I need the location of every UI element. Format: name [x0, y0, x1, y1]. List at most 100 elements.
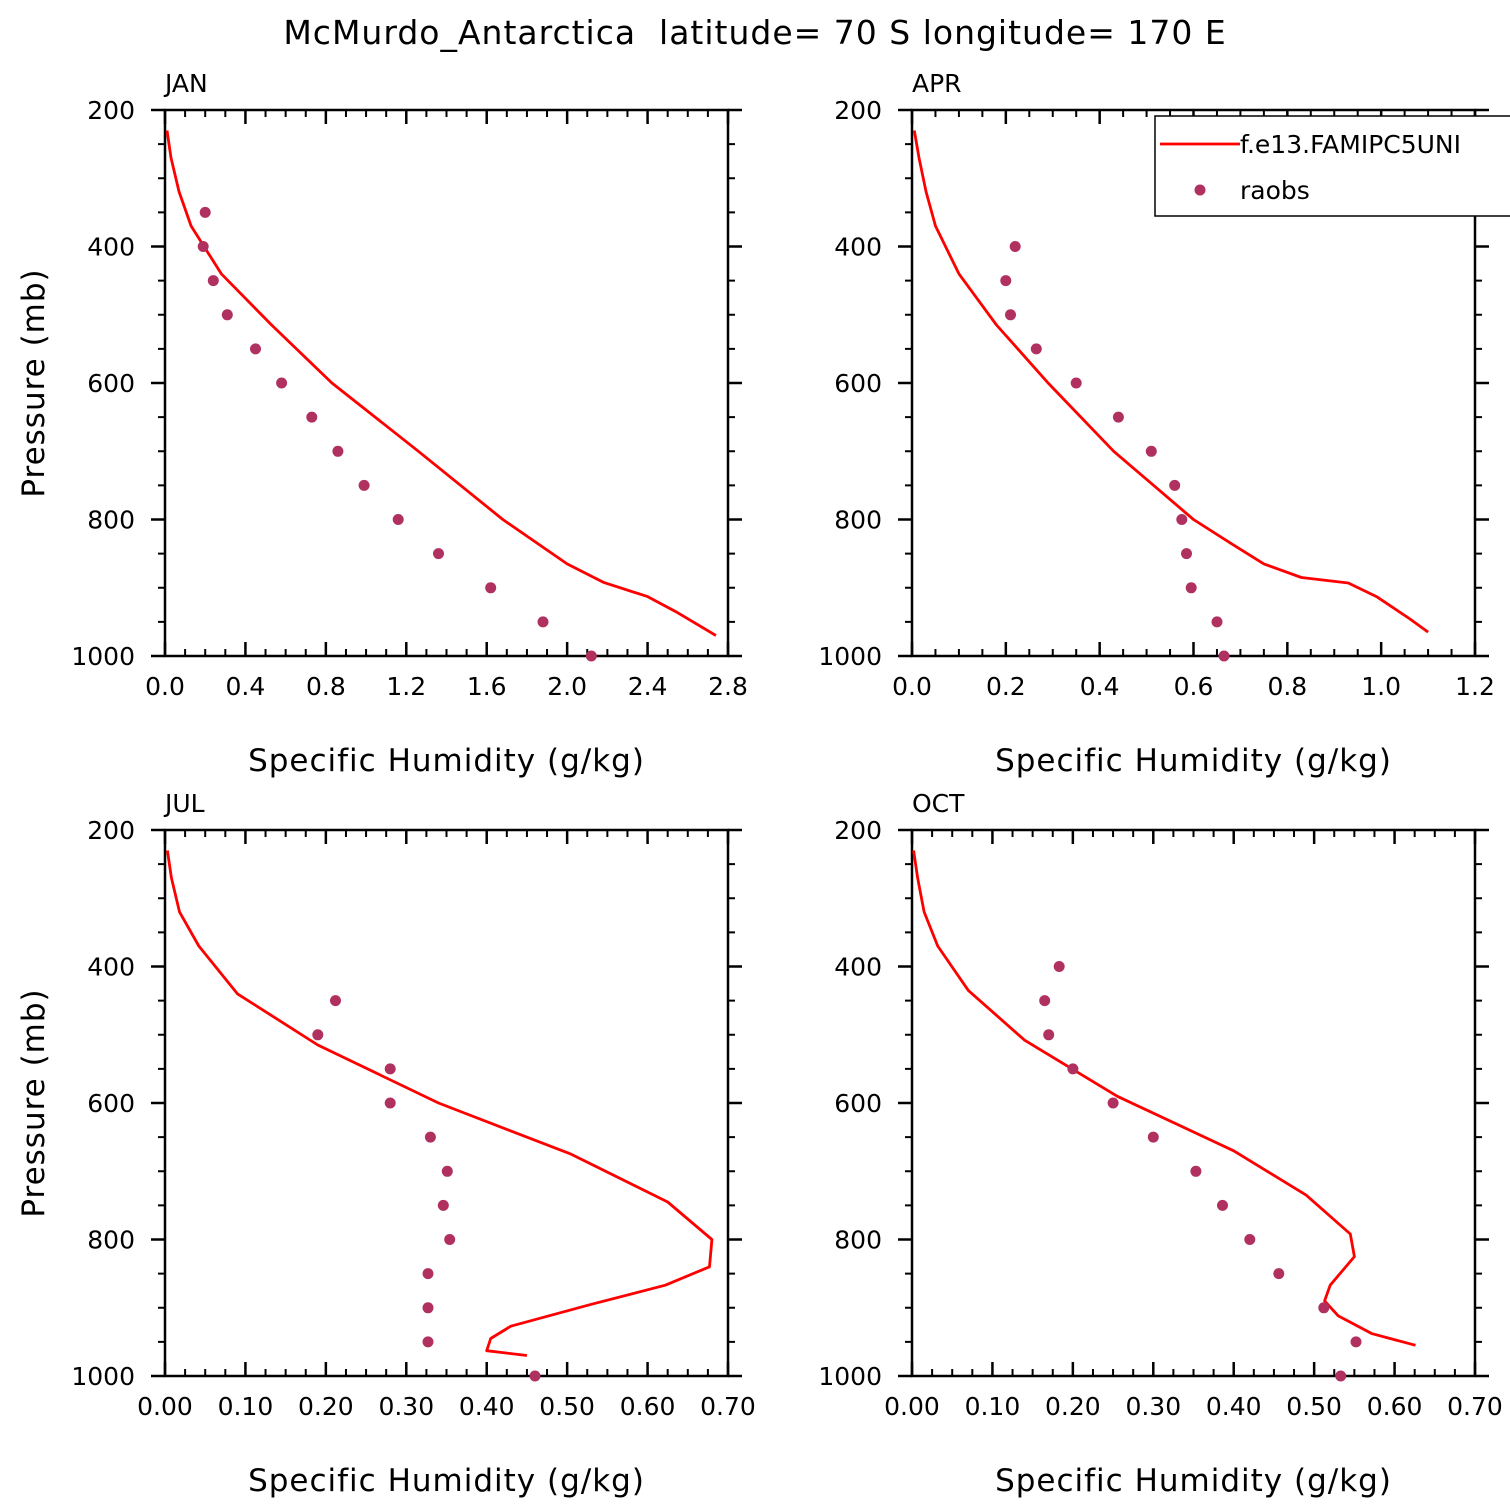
raobs-point-jul [422, 1268, 434, 1280]
legend: f.e13.FAMIPC5UNI raobs [1154, 115, 1510, 217]
x-tick-label: 0.4 [226, 672, 266, 701]
model-line-jan [165, 130, 717, 637]
raobs-point-oct [1107, 1097, 1119, 1109]
figure-title: McMurdo_Antarctica latitude= 70 S longit… [283, 13, 1226, 52]
raobs-point-jan [392, 514, 404, 525]
y-axis-label-jul: Pressure (mb) [16, 988, 52, 1217]
x-tick-label: 0.0 [145, 672, 185, 701]
raobs-point-jul [437, 1199, 449, 1211]
y-tick-label: 800 [834, 506, 882, 535]
legend-model-label: f.e13.FAMIPC5UNI [1240, 130, 1461, 159]
raobs-point-jan [276, 377, 288, 389]
raobs-point-oct [1039, 995, 1051, 1007]
y-tick-label: 400 [87, 233, 135, 262]
raobs-point-oct [1217, 1199, 1228, 1211]
y-tick-label: 600 [834, 1089, 882, 1118]
raobs-point-jul [441, 1165, 453, 1177]
model-line-oct [912, 850, 1416, 1347]
x-tick-label: 0.8 [306, 672, 346, 701]
raobs-point-jan [199, 206, 211, 218]
y-tick-label: 800 [87, 1226, 135, 1255]
y-tick-label: 600 [87, 369, 135, 398]
x-tick-label: 0.40 [1206, 1392, 1262, 1421]
x-tick-label: 0.2 [986, 672, 1026, 701]
x-tick-label: 2.8 [708, 672, 748, 701]
x-tick-label: 0.70 [700, 1392, 756, 1421]
x-tick-label: 0.10 [965, 1392, 1021, 1421]
raobs-point-oct [1053, 961, 1065, 972]
raobs-point-jul [384, 1063, 396, 1075]
y-tick-label: 1000 [818, 1362, 882, 1391]
y-tick-label: 400 [834, 953, 882, 982]
x-tick-label: 0.30 [378, 1392, 434, 1421]
x-tick-label: 0.60 [620, 1392, 676, 1421]
x-tick-label: 1.0 [1361, 672, 1401, 701]
x-tick-label: 0.20 [1045, 1392, 1101, 1421]
y-tick-label: 200 [87, 96, 135, 125]
x-tick-label: 0.10 [218, 1392, 274, 1421]
panel-apr: APR 0.0 0.2 0.4 0.6 0.8 1.0 1.2 200 400 600 800 1000… [818, 69, 1495, 779]
raobs-point-apr [1112, 411, 1124, 423]
legend-obs-label: raobs [1240, 176, 1310, 205]
raobs-point-jul [424, 1131, 436, 1143]
raobs-point-jul [529, 1370, 541, 1382]
raobs-point-apr [1005, 309, 1016, 321]
x-tick-label: 0.00 [137, 1392, 193, 1421]
raobs-point-apr [1070, 377, 1082, 389]
raobs-point-apr [1181, 548, 1192, 560]
panel-label-jul: JUL [163, 789, 205, 818]
raobs-point-oct [1350, 1336, 1362, 1348]
x-axis-label-jan: Specific Humidity (g/kg) [248, 743, 645, 779]
raobs-point-apr [1218, 650, 1230, 662]
raobs-point-oct [1244, 1234, 1256, 1245]
legend-box [1154, 115, 1510, 217]
y-tick-label: 1000 [818, 642, 882, 671]
y-tick-label: 200 [834, 96, 882, 125]
x-tick-label: 1.2 [1455, 672, 1495, 701]
raobs-point-jan [306, 411, 318, 423]
y-tick-label: 200 [87, 816, 135, 845]
x-tick-label: 0.40 [459, 1392, 515, 1421]
panel-jan: JAN 0.0 0.4 0.8 1.2 1.6 2.0 2.4 2.8 200 400 600 800 1… [16, 69, 748, 779]
panel-oct: OCT 0.00 0.10 0.20 0.30 0.40 0.50 0.60 0.70 200 40… [818, 789, 1502, 1499]
panel-label-oct: OCT [912, 789, 965, 818]
y-tick-label: 400 [834, 233, 882, 262]
raobs-point-apr [1185, 582, 1197, 594]
panel-label-apr: APR [912, 69, 962, 98]
raobs-point-apr [1145, 445, 1157, 457]
x-tick-label: 0.50 [1286, 1392, 1342, 1421]
y-tick-label: 1000 [71, 642, 135, 671]
x-tick-label: 2.4 [628, 672, 668, 701]
raobs-point-apr [1030, 343, 1042, 355]
raobs-point-jan [221, 309, 233, 321]
panel-jul: JUL 0.00 0.10 0.20 0.30 0.40 0.50 0.60 0.70 200 40… [16, 789, 756, 1499]
y-tick-label: 600 [87, 1089, 135, 1118]
raobs-point-oct [1147, 1131, 1159, 1143]
x-tick-label: 0.60 [1367, 1392, 1423, 1421]
y-tick-label: 800 [87, 506, 135, 535]
x-tick-label: 0.20 [298, 1392, 354, 1421]
x-tick-label: 0.0 [892, 672, 932, 701]
raobs-point-jul [330, 995, 341, 1007]
raobs-point-oct [1335, 1370, 1347, 1382]
raobs-point-jul [384, 1097, 396, 1109]
raobs-point-apr [1169, 479, 1181, 491]
raobs-point-oct [1043, 1029, 1055, 1041]
raobs-point-jul [422, 1336, 434, 1348]
x-tick-label: 0.8 [1267, 672, 1307, 701]
raobs-point-jan [485, 582, 497, 594]
raobs-point-jul [444, 1234, 456, 1245]
raobs-point-jan [585, 650, 597, 662]
raobs-point-apr [1176, 514, 1188, 525]
y-tick-label: 200 [834, 816, 882, 845]
raobs-point-jul [422, 1302, 434, 1314]
raobs-point-jan [332, 445, 344, 457]
legend-obs-swatch [1194, 184, 1206, 196]
x-tick-label: 0.6 [1174, 672, 1214, 701]
raobs-point-apr [1000, 275, 1012, 287]
x-tick-label: 0.70 [1447, 1392, 1503, 1421]
raobs-point-oct [1318, 1302, 1330, 1314]
model-line-jul [166, 850, 714, 1357]
x-axis-label-jul: Specific Humidity (g/kg) [248, 1463, 645, 1499]
